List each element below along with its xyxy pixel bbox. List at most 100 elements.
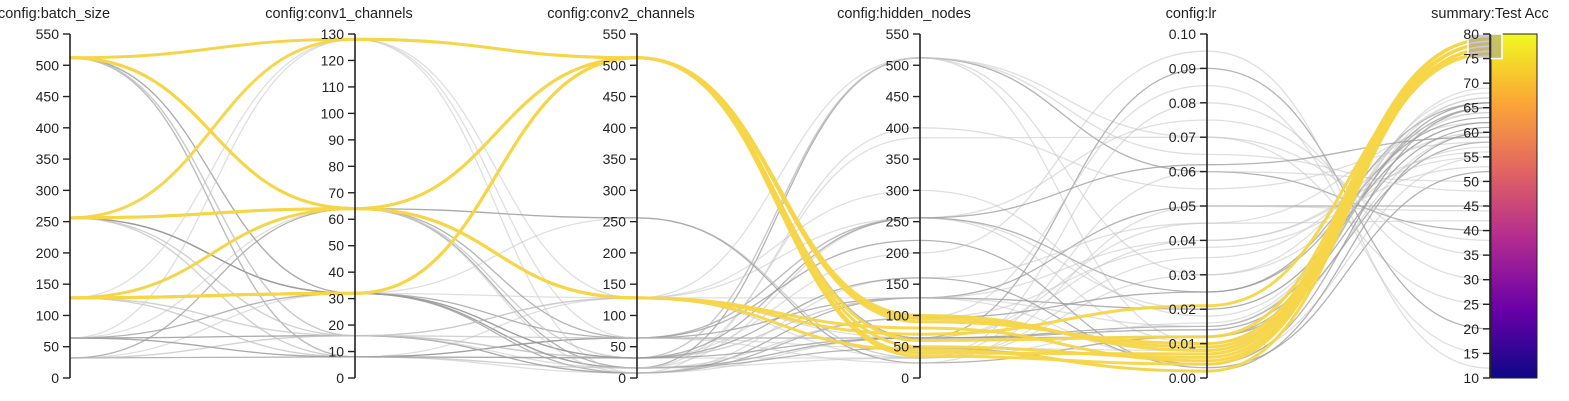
tick-label: 0.03 xyxy=(1169,267,1196,283)
tick-label: 0 xyxy=(901,370,909,386)
tick-label: 500 xyxy=(886,57,910,73)
tick-label: 0.07 xyxy=(1169,129,1196,145)
tick-label: 100 xyxy=(321,105,345,121)
tick-label: 20 xyxy=(328,317,344,333)
tick-label: 15 xyxy=(1463,345,1479,361)
tick-label: 0.08 xyxy=(1169,95,1196,111)
axis-conv1_channels[interactable]: config:conv1_channels 0 10 20 30 40 50 60 70 80 90… xyxy=(265,6,413,386)
tick-label: 60 xyxy=(328,211,344,227)
tick-label: 50 xyxy=(1463,173,1479,189)
tick-label: 150 xyxy=(886,276,910,292)
tick-label: 80 xyxy=(1463,26,1479,42)
tick-label: 0 xyxy=(51,370,59,386)
tick-label: 450 xyxy=(886,89,910,105)
axis-title[interactable]: config:hidden_nodes xyxy=(837,6,971,22)
tick-label: 30 xyxy=(1463,272,1479,288)
tick-label: 40 xyxy=(1463,223,1479,239)
tick-label: 450 xyxy=(603,89,627,105)
background-run-line xyxy=(69,50,1491,369)
tick-label: 50 xyxy=(328,238,344,254)
tick-label: 110 xyxy=(322,79,345,95)
tick-label: 0.00 xyxy=(1169,370,1196,386)
background-run-line xyxy=(69,38,1491,359)
tick-label: 350 xyxy=(886,151,910,167)
tick-label: 550 xyxy=(603,26,627,42)
highlighted-run-line xyxy=(69,37,1491,359)
tick-label: 300 xyxy=(886,182,910,198)
tick-label: 400 xyxy=(603,120,627,136)
axis-title[interactable]: config:conv2_channels xyxy=(547,6,695,22)
axis-title[interactable]: summary:Test Acc xyxy=(1431,6,1549,22)
tick-label: 100 xyxy=(36,307,60,323)
axis-hidden_nodes[interactable]: config:hidden_nodes 0 50 100 150 200 250 300 350… xyxy=(837,6,971,386)
tick-label: 100 xyxy=(886,307,910,323)
background-run-line xyxy=(69,57,1491,369)
tick-label: 300 xyxy=(603,182,627,198)
background-runs xyxy=(69,38,1491,374)
tick-label: 40 xyxy=(328,264,344,280)
tick-label: 350 xyxy=(603,151,627,167)
axis-title[interactable]: config:conv1_channels xyxy=(265,6,413,22)
tick-label: 70 xyxy=(328,185,344,201)
axis-title[interactable]: config:lr xyxy=(1166,6,1217,22)
tick-label: 300 xyxy=(36,182,60,198)
tick-label: 350 xyxy=(36,151,60,167)
tick-label: 0.05 xyxy=(1169,198,1196,214)
color-scale-bar xyxy=(1467,33,1538,379)
tick-label: 0 xyxy=(618,370,626,386)
tick-label: 55 xyxy=(1463,149,1479,165)
tick-label: 25 xyxy=(1463,296,1479,312)
tick-label: 200 xyxy=(886,245,910,261)
tick-label: 0.02 xyxy=(1169,301,1196,317)
background-run-line xyxy=(69,136,1491,369)
tick-label: 550 xyxy=(36,26,60,42)
tick-label: 550 xyxy=(886,26,910,42)
tick-label: 0.01 xyxy=(1169,336,1196,352)
tick-label: 200 xyxy=(603,245,627,261)
tick-label: 60 xyxy=(1463,124,1479,140)
tick-label: 10 xyxy=(328,344,344,360)
tick-label: 500 xyxy=(36,57,60,73)
tick-label: 75 xyxy=(1463,51,1479,67)
axis-batch_size[interactable]: config:batch_size 0 50 100 150 200 250 300 350 40… xyxy=(0,6,110,386)
axis-test_acc[interactable]: summary:Test Acc 10 15 20 25 30 35 40 45 50 55 60 65… xyxy=(1431,6,1549,386)
color-gradient-rect xyxy=(1490,33,1538,379)
highlighted-run-line xyxy=(69,47,1491,373)
tick-label: 50 xyxy=(43,339,59,355)
tick-label: 0.04 xyxy=(1169,232,1196,248)
tick-label: 70 xyxy=(1463,75,1479,91)
tick-label: 90 xyxy=(328,132,344,148)
tick-label: 400 xyxy=(886,120,910,136)
background-run-line xyxy=(69,57,1491,372)
tick-label: 0 xyxy=(336,370,344,386)
axes: config:batch_size05010015020025030035040… xyxy=(0,6,1549,386)
tick-label: 35 xyxy=(1463,247,1479,263)
axis-lr[interactable]: config:lr 0.00 0.01 0.02 0.03 0.04 0.05 0.06 0.0… xyxy=(1166,6,1217,386)
tick-label: 20 xyxy=(1463,321,1479,337)
tick-label: 0.10 xyxy=(1169,26,1196,42)
tick-label: 0.09 xyxy=(1169,60,1196,76)
tick-label: 120 xyxy=(321,52,345,68)
tick-label: 150 xyxy=(36,276,60,292)
axis-conv2_channels[interactable]: config:conv2_channels 0 50 100 150 200 250 300 3… xyxy=(547,6,695,386)
tick-label: 65 xyxy=(1463,100,1479,116)
tick-label: 450 xyxy=(36,89,60,105)
tick-label: 150 xyxy=(603,276,627,292)
tick-label: 45 xyxy=(1463,198,1479,214)
tick-label: 400 xyxy=(36,120,60,136)
tick-label: 30 xyxy=(328,291,344,307)
tick-label: 250 xyxy=(36,214,60,230)
axis-title[interactable]: config:batch_size xyxy=(0,6,110,22)
tick-label: 10 xyxy=(1463,370,1479,386)
tick-label: 200 xyxy=(36,245,60,261)
tick-label: 500 xyxy=(603,57,627,73)
background-run-line xyxy=(69,111,1491,337)
tick-label: 0.06 xyxy=(1169,164,1196,180)
tick-label: 250 xyxy=(886,214,910,230)
tick-label: 50 xyxy=(893,339,909,355)
highlighted-runs xyxy=(69,37,1491,373)
tick-label: 250 xyxy=(603,214,627,230)
tick-label: 80 xyxy=(328,158,344,174)
